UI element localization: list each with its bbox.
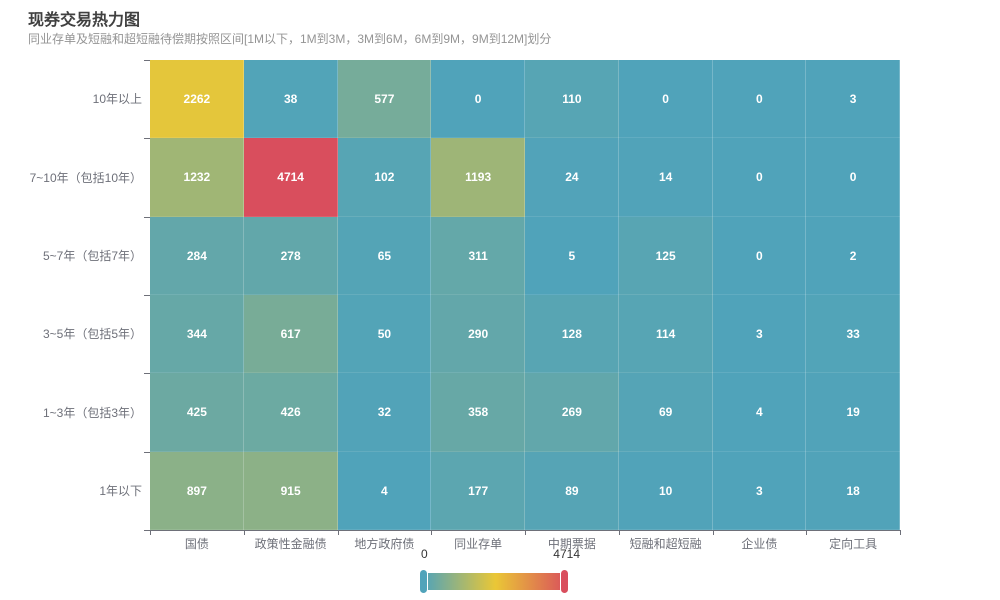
heatmap-cell[interactable]: 2262 [150, 60, 244, 139]
x-axis-label: 同业存单 [454, 537, 503, 551]
y-axis-tick [144, 295, 150, 296]
heatmap-cell[interactable]: 38 [243, 60, 338, 139]
heatmap-cell[interactable]: 177 [431, 451, 525, 530]
heatmap-cell[interactable]: 311 [431, 216, 525, 295]
heatmap-cell[interactable]: 3 [806, 60, 900, 139]
heatmap-cell[interactable]: 4714 [243, 138, 338, 217]
heatmap-cell[interactable]: 4 [337, 451, 432, 530]
heatmap-cell[interactable]: 897 [150, 451, 244, 530]
heatmap-cell[interactable]: 425 [150, 373, 244, 452]
heatmap-cell[interactable]: 65 [337, 216, 432, 295]
heatmap-cell[interactable]: 110 [525, 60, 619, 139]
visualmap-min-label: 0 [421, 547, 428, 561]
heatmap-cell[interactable]: 3 [712, 295, 807, 374]
chart-title: 现券交易热力图 [28, 12, 141, 29]
x-axis-tick [150, 530, 151, 535]
x-axis-tick [900, 530, 901, 535]
y-axis-tick [144, 60, 150, 61]
x-axis-line [150, 530, 901, 531]
heatmap-cell[interactable]: 128 [525, 295, 619, 374]
x-axis-tick [619, 530, 620, 535]
heatmap-cell[interactable]: 114 [618, 295, 713, 374]
heatmap-cell[interactable]: 24 [525, 138, 619, 217]
heatmap-cell[interactable]: 0 [712, 216, 807, 295]
heatmap-cell[interactable]: 19 [806, 373, 900, 452]
heatmap-cell[interactable]: 125 [618, 216, 713, 295]
heatmap-cell[interactable]: 617 [243, 295, 338, 374]
heatmap-cell[interactable]: 284 [150, 216, 244, 295]
heatmap-cell[interactable]: 344 [150, 295, 244, 374]
visualmap-max-handle[interactable] [561, 570, 568, 593]
x-axis-label: 企业债 [741, 537, 778, 551]
x-axis-label: 定向工具 [829, 537, 878, 551]
y-axis-label: 3~5年（包括5年） [42, 327, 142, 342]
x-axis-label: 短融和超短融 [629, 537, 702, 551]
heatmap-cell[interactable]: 5 [525, 216, 619, 295]
y-axis-label: 1~3年（包括3年） [42, 405, 142, 420]
heatmap-cell[interactable]: 32 [337, 373, 432, 452]
x-axis-tick [525, 530, 526, 535]
heatmap-cell[interactable]: 0 [712, 60, 807, 139]
heatmap-cell[interactable]: 89 [525, 451, 619, 530]
y-axis-tick [144, 138, 150, 139]
y-axis-tick [144, 530, 150, 531]
heatmap-cell[interactable]: 0 [618, 60, 713, 139]
y-axis-label: 1年以下 [99, 483, 142, 498]
x-axis-tick [338, 530, 339, 535]
x-axis-label: 国债 [184, 537, 209, 551]
heatmap-cell[interactable]: 1232 [150, 138, 244, 217]
heatmap-cell[interactable]: 269 [525, 373, 619, 452]
heatmap-cell[interactable]: 33 [806, 295, 900, 374]
heatmap-cell[interactable]: 426 [243, 373, 338, 452]
heatmap-cell[interactable]: 1193 [431, 138, 525, 217]
heatmap-cell[interactable]: 915 [243, 451, 338, 530]
x-axis-tick [806, 530, 807, 535]
y-axis-label: 10年以上 [92, 92, 142, 107]
x-axis-tick [713, 530, 714, 535]
x-axis-label: 地方政府债 [354, 537, 415, 551]
heatmap-cell[interactable]: 3 [712, 451, 807, 530]
heatmap-cell[interactable]: 0 [806, 138, 900, 217]
y-axis-label: 7~10年（包括10年） [29, 170, 142, 185]
heatmap-cell[interactable]: 0 [431, 60, 525, 139]
visualmap-min-handle[interactable] [420, 570, 427, 593]
x-axis-label: 中期票据 [547, 537, 596, 551]
x-axis-tick [244, 530, 245, 535]
chart-subtitle: 同业存单及短融和超短融待偿期按照区间[1M以下，1M到3M，3M到6M，6M到9… [28, 32, 552, 46]
y-axis-tick [144, 452, 150, 453]
y-axis-label: 5~7年（包括7年） [42, 248, 142, 263]
heatmap-cell[interactable]: 18 [806, 451, 900, 530]
y-axis-tick [144, 217, 150, 218]
heatmap-cell[interactable]: 4 [712, 373, 807, 452]
heatmap-cell[interactable]: 2 [806, 216, 900, 295]
heatmap-cell[interactable]: 10 [618, 451, 713, 530]
x-axis-tick [431, 530, 432, 535]
visualmap-max-label: 4714 [553, 547, 580, 561]
heatmap-cell[interactable]: 102 [337, 138, 432, 217]
x-axis-label: 政策性金融债 [254, 537, 327, 551]
y-axis-tick [144, 373, 150, 374]
heatmap-cell[interactable]: 278 [243, 216, 338, 295]
heatmap-cell[interactable]: 577 [337, 60, 432, 139]
heatmap-cell[interactable]: 14 [618, 138, 713, 217]
heatmap-cell[interactable]: 50 [337, 295, 432, 374]
heatmap-cell[interactable]: 0 [712, 138, 807, 217]
heatmap-cell[interactable]: 69 [618, 373, 713, 452]
heatmap-cell[interactable]: 358 [431, 373, 525, 452]
heatmap-cell[interactable]: 290 [431, 295, 525, 374]
visualmap-gradient-bar[interactable] [423, 573, 568, 590]
